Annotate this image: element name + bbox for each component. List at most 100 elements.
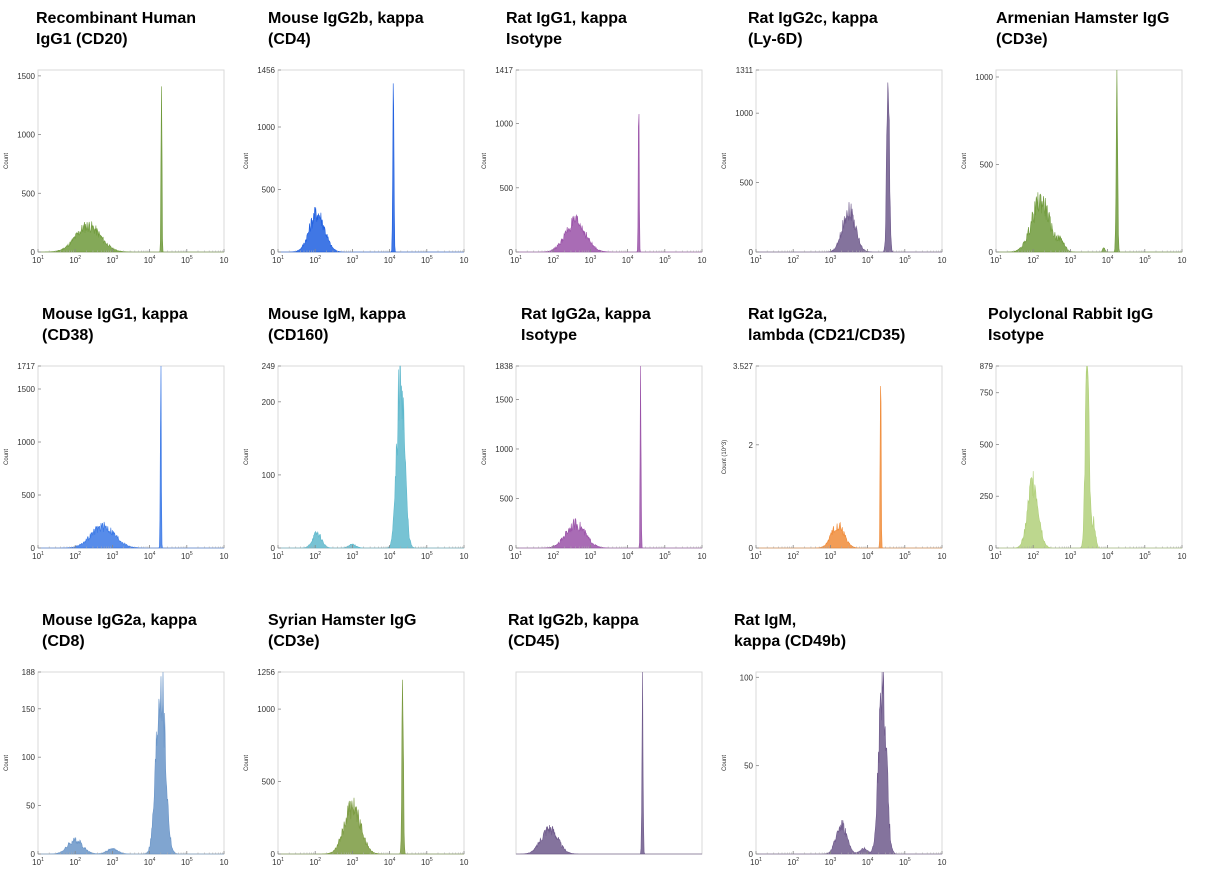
- x-tick-label: 105: [899, 551, 911, 561]
- x-tick-label: 10: [460, 552, 469, 561]
- x-tick-exponent: 5: [190, 857, 193, 863]
- y-tick-label: 1500: [17, 72, 35, 81]
- x-tick-exponent: 5: [190, 255, 193, 261]
- plot-frame: [277, 69, 465, 253]
- x-tick-exponent: 5: [668, 255, 671, 261]
- x-tick-base: 10: [384, 256, 393, 265]
- x-tick-exponent: 4: [631, 551, 634, 557]
- panel-title-line: Rat IgG2c, kappa: [748, 10, 878, 27]
- histogram-panel: Rat IgG2a, lambda (CD21/CD35) 0 2 3.527 Count…: [718, 296, 958, 586]
- y-tick-label: 0: [749, 850, 754, 859]
- x-tick-exponent: 4: [393, 551, 396, 557]
- x-tick-label: 101: [990, 255, 1002, 265]
- histogram-plot: [515, 671, 703, 855]
- y-axis-label: Count: [482, 153, 488, 169]
- histogram-panel: Rat IgG2b, kappa (CD45): [478, 602, 718, 892]
- histogram-panel: Rat IgM, kappa (CD49b) 0 50 100 Count 101 102 10…: [718, 602, 958, 892]
- x-tick-base: 10: [181, 552, 190, 561]
- panel-title: Rat IgG1, kappa Isotype: [506, 8, 627, 50]
- x-tick-label: 105: [899, 857, 911, 867]
- y-tick-label: 100: [22, 753, 36, 762]
- x-tick-base: 10: [309, 256, 318, 265]
- y-tick-label: 1256: [257, 668, 275, 677]
- x-tick-base: 10: [862, 256, 871, 265]
- y-axis-label: Count: [722, 755, 728, 771]
- x-tick-exponent: 3: [115, 857, 118, 863]
- panel-title-line: Mouse IgG1, kappa: [42, 306, 188, 323]
- x-tick-base: 10: [421, 256, 430, 265]
- x-tick-base: 10: [144, 858, 153, 867]
- x-tick-base: 10: [750, 552, 759, 561]
- x-tick-exponent: 2: [796, 551, 799, 557]
- x-tick-exponent: 2: [796, 255, 799, 261]
- x-tick-exponent: 2: [78, 255, 81, 261]
- x-tick-base: 10: [899, 858, 908, 867]
- panel-title-line: (CD8): [42, 633, 85, 650]
- plot-frame: [515, 671, 703, 855]
- panel-title: Polyclonal Rabbit IgG Isotype: [988, 304, 1153, 346]
- x-tick-base: 10: [1139, 552, 1148, 561]
- x-tick-base: 10: [347, 552, 356, 561]
- x-tick-label: 10: [698, 256, 707, 265]
- y-tick-label: 500: [22, 189, 36, 198]
- x-tick-exponent: 3: [355, 551, 358, 557]
- x-tick-label: 105: [421, 255, 433, 265]
- panel-title-line: (CD4): [268, 31, 311, 48]
- x-tick-exponent: 2: [1036, 551, 1039, 557]
- y-tick-label: 500: [500, 494, 514, 503]
- x-tick-label: 101: [510, 551, 522, 561]
- histogram-area: [516, 365, 702, 549]
- plot-frame: [755, 365, 943, 549]
- x-tick-base: 10: [384, 552, 393, 561]
- y-tick-label: 1500: [17, 385, 35, 394]
- histogram-panel: Rat IgG2a, kappa Isotype 0 500 1000 1500 1838 C…: [478, 296, 718, 586]
- panel-title-line: Rat IgG1, kappa: [506, 10, 627, 27]
- x-tick-exponent: 2: [796, 857, 799, 863]
- x-tick-base: 10: [750, 256, 759, 265]
- x-tick-label: 102: [69, 255, 81, 265]
- plot-frame: [515, 69, 703, 253]
- y-axis-label: Count: [722, 153, 728, 169]
- x-tick-base: 10: [107, 552, 116, 561]
- x-tick-base: 10: [787, 552, 796, 561]
- x-tick-exponent: 5: [190, 551, 193, 557]
- x-tick-base: 10: [69, 552, 78, 561]
- histogram-panel: Rat IgG1, kappa Isotype 0 500 1000 1417 Count 1…: [478, 0, 718, 290]
- panel-title-line: Recombinant Human: [36, 10, 197, 27]
- x-tick-base: 10: [547, 552, 556, 561]
- x-tick-base: 10: [272, 256, 281, 265]
- x-tick-base: 10: [309, 858, 318, 867]
- panel-title-line: Mouse IgG2a, kappa: [42, 612, 197, 629]
- panel-title-line: Rat IgG2a,: [748, 306, 828, 323]
- panel-title: Rat IgM, kappa (CD49b): [734, 610, 846, 652]
- x-tick-base: 10: [938, 256, 947, 265]
- x-tick-base: 10: [698, 256, 707, 265]
- x-tick-exponent: 3: [355, 255, 358, 261]
- x-tick-exponent: 1: [41, 255, 44, 261]
- x-tick-base: 10: [938, 858, 947, 867]
- x-tick-exponent: 3: [1073, 551, 1076, 557]
- panel-title: Mouse IgM, kappa (CD160): [268, 304, 406, 346]
- x-tick-exponent: 5: [430, 255, 433, 261]
- panel-title-line: Mouse IgG2b, kappa: [268, 10, 424, 27]
- x-tick-label: 101: [272, 857, 284, 867]
- x-tick-base: 10: [1139, 256, 1148, 265]
- x-tick-label: 103: [347, 551, 359, 561]
- x-tick-base: 10: [384, 858, 393, 867]
- x-tick-exponent: 1: [519, 551, 522, 557]
- x-tick-base: 10: [69, 256, 78, 265]
- histogram-panel: Mouse IgG2b, kappa (CD4) 0 500 1000 1456 Count…: [240, 0, 480, 290]
- x-tick-base: 10: [510, 552, 519, 561]
- x-tick-exponent: 4: [393, 255, 396, 261]
- x-tick-exponent: 1: [281, 551, 284, 557]
- x-tick-base: 10: [1065, 552, 1074, 561]
- histogram-area: [516, 671, 702, 855]
- x-tick-base: 10: [460, 552, 469, 561]
- x-tick-exponent: 5: [908, 551, 911, 557]
- y-tick-label: 200: [262, 398, 276, 407]
- x-tick-base: 10: [460, 858, 469, 867]
- y-axis-label: Count: [4, 449, 10, 465]
- x-tick-exponent: 4: [153, 255, 156, 261]
- x-tick-base: 10: [32, 858, 41, 867]
- x-tick-label: 104: [144, 551, 156, 561]
